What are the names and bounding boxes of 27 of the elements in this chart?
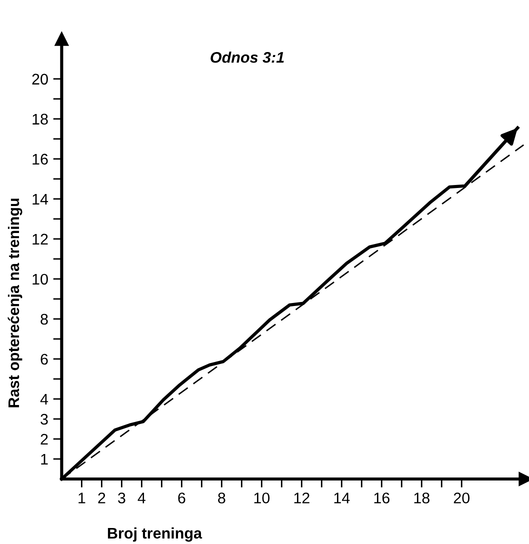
y-tick-label: 6 — [40, 354, 48, 365]
x-tick-label: 10 — [254, 492, 270, 504]
y-tick-label: 20 — [32, 74, 48, 85]
y-tick-label: 16 — [32, 154, 48, 165]
x-tick-label: 20 — [454, 492, 470, 504]
y-axis-title: Rast opterećenja na treningu — [8, 198, 22, 408]
x-tick-label: 1 — [78, 492, 86, 504]
y-tick-label: 4 — [40, 394, 48, 405]
x-tick-label: 8 — [218, 492, 226, 504]
x-tick-label: 18 — [414, 492, 430, 504]
x-tick-label: 3 — [118, 492, 126, 504]
x-tick-label: 2 — [98, 492, 106, 504]
x-tick-label: 4 — [138, 492, 146, 504]
y-tick-label: 2 — [40, 434, 48, 445]
x-axis-title: Broj treninga — [108, 527, 202, 542]
y-tick-label: 10 — [32, 274, 48, 285]
x-tick-label: 14 — [334, 492, 350, 504]
y-tick-label: 14 — [32, 194, 48, 204]
y-tick-label: 1 — [41, 454, 48, 465]
y-tick-label: 3 — [40, 414, 48, 425]
text: Odnos 3:1 — [210, 52, 284, 63]
y-tick-label: 18 — [32, 114, 48, 125]
x-tick-label: 12 — [294, 492, 310, 504]
x-tick-label: 16 — [374, 492, 390, 504]
y-tick-label: 12 — [32, 234, 48, 244]
y-tick-label: 8 — [40, 314, 48, 325]
x-tick-label: 6 — [178, 492, 186, 504]
